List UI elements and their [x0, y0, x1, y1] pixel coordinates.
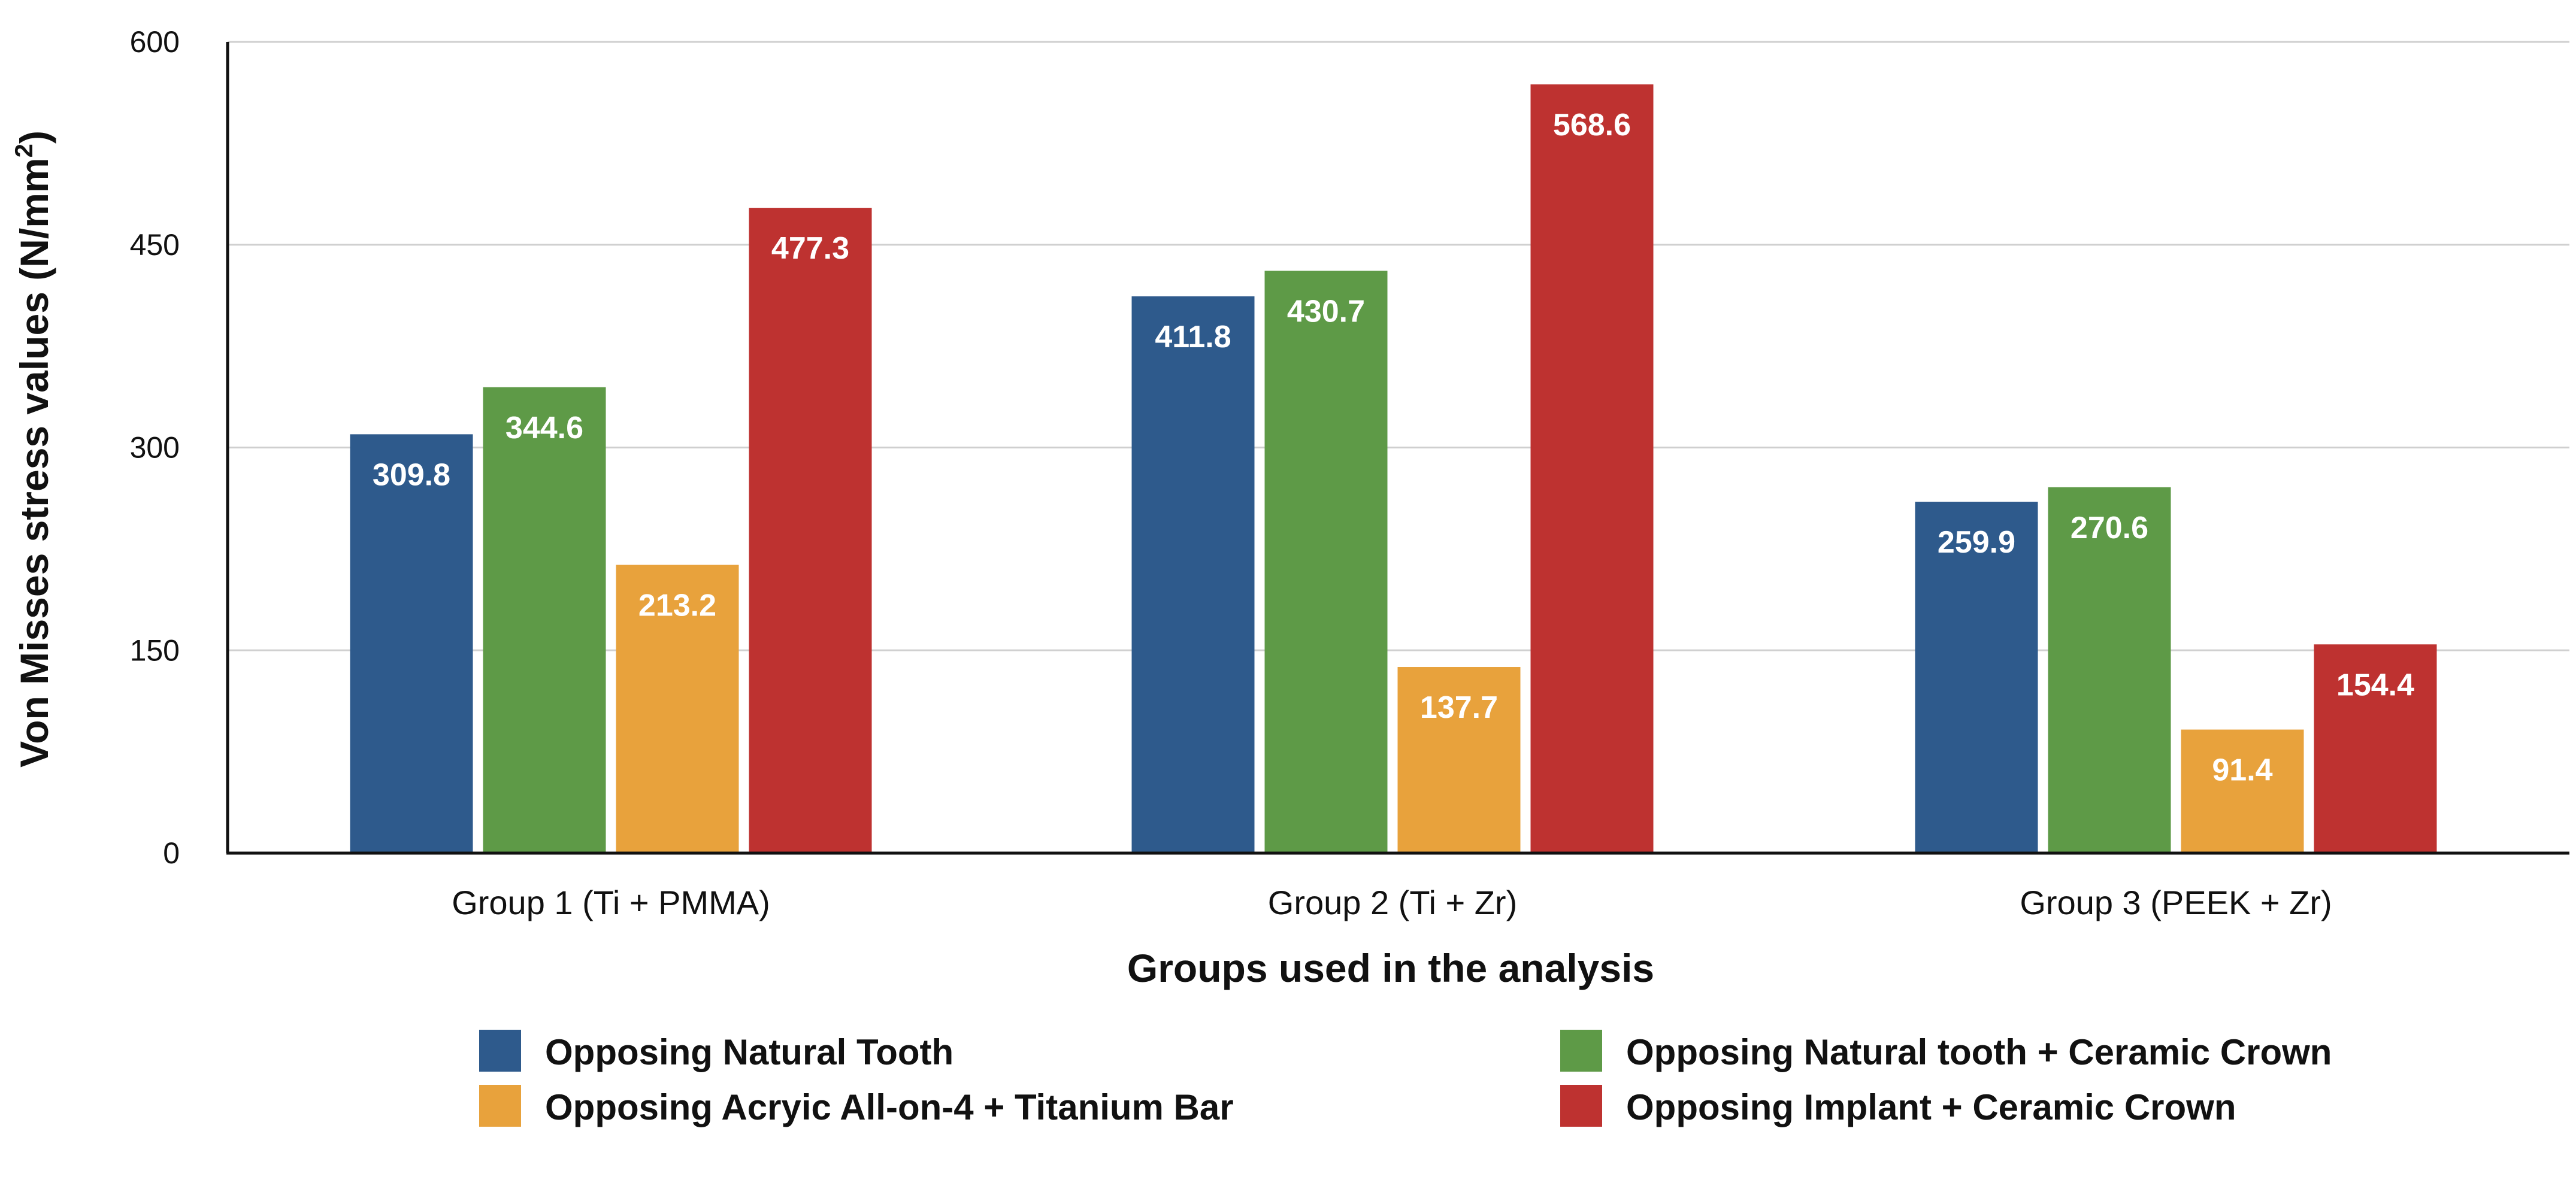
y-tick-label: 0: [163, 836, 180, 870]
bar-data-label: 430.7: [1287, 294, 1365, 329]
legend-label: Opposing Acryic All-on-4 + Titanium Bar: [545, 1087, 1234, 1127]
legend-label: Opposing Natural Tooth: [545, 1032, 953, 1072]
category-labels: Group 1 (Ti + PMMA) Group 2 (Ti + Zr) Grou…: [452, 884, 2332, 921]
bar: [2181, 729, 2304, 853]
bar: [2048, 487, 2171, 853]
bar: [350, 434, 473, 853]
bar: [1264, 271, 1388, 854]
bar: [616, 565, 739, 853]
bar: [749, 208, 872, 853]
y-tick-label: 300: [130, 431, 180, 465]
x-category-label: Group 2 (Ti + Zr): [1268, 884, 1517, 921]
y-tick-label: 600: [130, 25, 180, 59]
legend-label: Opposing Natural tooth + Ceramic Crown: [1626, 1032, 2332, 1072]
y-axis-title-main: Von Misses stress values (N/mm: [12, 157, 56, 768]
bar: [2314, 644, 2437, 853]
y-axis-title: Von Misses stress values (N/mm2): [10, 131, 56, 768]
bar: [1131, 296, 1255, 854]
x-category-label: Group 3 (PEEK + Zr): [2020, 884, 2332, 921]
bars: 309.8 344.6 213.2 477.3 411.8 430.7 137.7 568.6…: [350, 84, 2437, 854]
bar-data-label: 477.3: [771, 231, 849, 266]
y-tick-label: 150: [130, 633, 180, 667]
legend: Opposing Natural Tooth Opposing Natural t…: [479, 1030, 2332, 1127]
bar-data-label: 270.6: [2071, 511, 2148, 545]
bar-data-label: 568.6: [1553, 108, 1631, 142]
legend-swatch: [479, 1030, 521, 1072]
legend-swatch: [1560, 1030, 1602, 1072]
bar-data-label: 154.4: [2336, 668, 2414, 702]
y-axis-title-superscript: 2: [10, 144, 38, 157]
bar: [1915, 502, 2038, 853]
x-category-label: Group 1 (Ti + PMMA): [452, 884, 770, 921]
y-axis-title-suffix: ): [12, 131, 56, 144]
legend-swatch: [1560, 1085, 1602, 1127]
bar-data-label: 213.2: [638, 589, 716, 623]
y-tick-label: 450: [130, 228, 180, 262]
bar: [1530, 84, 1654, 854]
bar-data-label: 344.6: [505, 411, 583, 445]
bar-data-label: 411.8: [1155, 320, 1231, 354]
bar: [1397, 667, 1521, 853]
bar: [483, 387, 606, 853]
bar-data-label: 309.8: [373, 457, 450, 492]
y-tick-labels: 0 150 300 450 600: [130, 25, 180, 870]
legend-label: Opposing Implant + Ceramic Crown: [1626, 1087, 2236, 1127]
bar-data-label: 259.9: [1938, 525, 2015, 560]
bar-data-label: 137.7: [1420, 690, 1498, 725]
gridlines: [228, 41, 2569, 651]
legend-swatch: [479, 1085, 521, 1127]
x-axis-title: Groups used in the analysis: [1127, 946, 1654, 990]
bar-data-label: 91.4: [2212, 753, 2272, 788]
axes: [226, 42, 2569, 855]
